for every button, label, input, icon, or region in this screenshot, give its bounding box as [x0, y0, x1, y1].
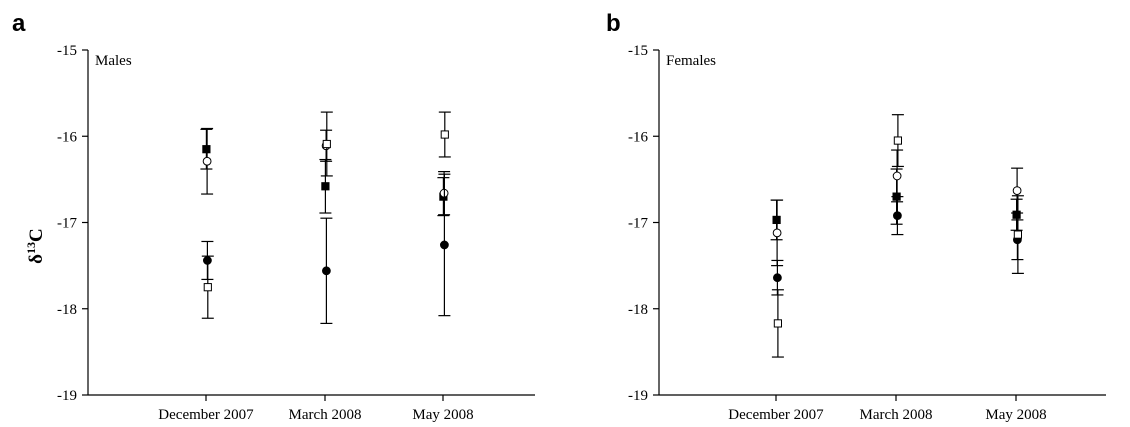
x-tick-label: May 2008 — [985, 407, 1046, 423]
panel-subtitle-females: Females — [666, 53, 716, 69]
data-point-open-square — [322, 139, 331, 149]
y-tick-label: -17 — [628, 216, 648, 232]
y-axis-label: δ13C — [24, 228, 47, 264]
data-point-open-circle — [892, 171, 902, 181]
panel-letter-b: b — [606, 10, 621, 37]
data-point-filled-square — [321, 182, 330, 191]
y-tick-label: -16 — [628, 129, 648, 145]
y-tick-label: -18 — [628, 302, 648, 318]
y-tick-label: -18 — [57, 302, 77, 318]
axes-a: -15 -16 -17 -18 -19 December 2007 March 2008 Ma… — [57, 43, 535, 423]
marks-b — [770, 114, 1024, 358]
data-point-filled-circle — [440, 240, 449, 250]
data-point-open-circle — [772, 228, 782, 238]
marks-a — [200, 111, 451, 325]
data-point-filled-circle — [893, 211, 902, 221]
data-point-filled-circle — [773, 273, 782, 283]
data-point-open-square — [203, 283, 212, 292]
data-point-filled-circle — [322, 266, 331, 276]
data-point-open-square — [893, 136, 902, 145]
x-tick-label: March 2008 — [289, 407, 362, 423]
x-tick-label: May 2008 — [412, 407, 473, 423]
y-tick-label: -19 — [57, 388, 77, 404]
data-point-open-circle — [202, 156, 212, 166]
x-tick-label: December 2007 — [728, 407, 824, 423]
data-point-open-square — [773, 319, 782, 328]
y-tick-label: -15 — [628, 43, 648, 59]
y-tick-label: -16 — [57, 129, 77, 145]
panel-subtitle-males: Males — [95, 53, 132, 69]
panel-a: a δ13C Males -15 -16 -17 -18 -19 December 200… — [12, 10, 535, 423]
x-tick-label: December 2007 — [158, 407, 254, 423]
y-tick-label: -19 — [628, 388, 648, 404]
x-tick-label: March 2008 — [860, 407, 933, 423]
y-tick-label: -17 — [57, 216, 77, 232]
panel-b: b Females -15 -16 -17 -18 -19 December 2007 Ma… — [606, 10, 1106, 423]
data-point-open-square — [1013, 230, 1022, 239]
data-point-open-circle — [1012, 186, 1022, 195]
axes-b: -15 -16 -17 -18 -19 December 2007 March 2008 Ma… — [628, 43, 1106, 423]
y-tick-label: -15 — [57, 43, 77, 59]
panel-letter-a: a — [12, 10, 26, 37]
data-point-open-square — [440, 130, 449, 139]
data-point-filled-square — [202, 145, 211, 154]
